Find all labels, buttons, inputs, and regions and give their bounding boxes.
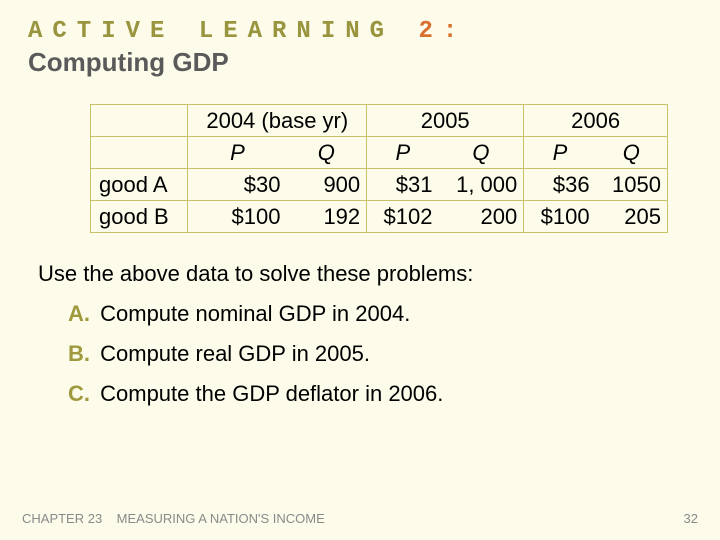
- problem-text: Compute the GDP deflator in 2006.: [100, 381, 443, 406]
- cell: 1050: [596, 169, 668, 201]
- table-row: good B $100 192 $102 200 $100 205: [91, 201, 668, 233]
- header-blank: [91, 105, 188, 137]
- title-line2: Computing GDP: [28, 47, 692, 78]
- year-2005: 2005: [367, 105, 524, 137]
- problem-b: B. Compute real GDP in 2005.: [68, 341, 692, 367]
- cell: $36: [524, 169, 596, 201]
- table-row: good A $30 900 $31 1, 000 $36 1050: [91, 169, 668, 201]
- footer: CHAPTER 23 MEASURING A NATION'S INCOME 3…: [0, 511, 720, 526]
- cell: 1, 000: [439, 169, 524, 201]
- title-accent: 2:: [418, 18, 467, 45]
- row-label-b: good B: [91, 201, 188, 233]
- cell: 192: [286, 201, 366, 233]
- cell: $100: [188, 201, 287, 233]
- cell: $30: [188, 169, 287, 201]
- footer-left: CHAPTER 23 MEASURING A NATION'S INCOME: [22, 511, 325, 526]
- header-blank2: [91, 137, 188, 169]
- problem-letter: A.: [68, 301, 94, 327]
- problem-c: C. Compute the GDP deflator in 2006.: [68, 381, 692, 407]
- table-header-pq: P Q P Q P Q: [91, 137, 668, 169]
- data-table-wrap: 2004 (base yr) 2005 2006 P Q P Q P Q goo…: [90, 104, 668, 233]
- chapter-label: CHAPTER 23: [22, 511, 102, 526]
- table-header-years: 2004 (base yr) 2005 2006: [91, 105, 668, 137]
- data-table: 2004 (base yr) 2005 2006 P Q P Q P Q goo…: [90, 104, 668, 233]
- problem-text: Compute nominal GDP in 2004.: [100, 301, 410, 326]
- q-header: Q: [286, 137, 366, 169]
- cell: 200: [439, 201, 524, 233]
- q-header: Q: [596, 137, 668, 169]
- year-2006: 2006: [524, 105, 668, 137]
- title-line1: ACTIVE LEARNING 2:: [28, 18, 692, 45]
- p-header: P: [188, 137, 287, 169]
- problem-a: A. Compute nominal GDP in 2004.: [68, 301, 692, 327]
- cell: 205: [596, 201, 668, 233]
- page-number: 32: [684, 511, 698, 526]
- problems-list: A. Compute nominal GDP in 2004. B. Compu…: [68, 301, 692, 407]
- problem-letter: C.: [68, 381, 94, 407]
- cell: $102: [367, 201, 439, 233]
- q-header: Q: [439, 137, 524, 169]
- cell: $31: [367, 169, 439, 201]
- row-label-a: good A: [91, 169, 188, 201]
- slide: ACTIVE LEARNING 2: Computing GDP 2004 (b…: [0, 0, 720, 407]
- p-header: P: [524, 137, 596, 169]
- p-header: P: [367, 137, 439, 169]
- cell: $100: [524, 201, 596, 233]
- problem-letter: B.: [68, 341, 94, 367]
- year-2004: 2004 (base yr): [188, 105, 367, 137]
- chapter-subtitle: MEASURING A NATION'S INCOME: [117, 511, 325, 526]
- slide-title: ACTIVE LEARNING 2: Computing GDP: [28, 18, 692, 78]
- cell: 900: [286, 169, 366, 201]
- problem-text: Compute real GDP in 2005.: [100, 341, 370, 366]
- title-prefix: ACTIVE LEARNING: [28, 18, 394, 45]
- instruction-text: Use the above data to solve these proble…: [38, 261, 692, 287]
